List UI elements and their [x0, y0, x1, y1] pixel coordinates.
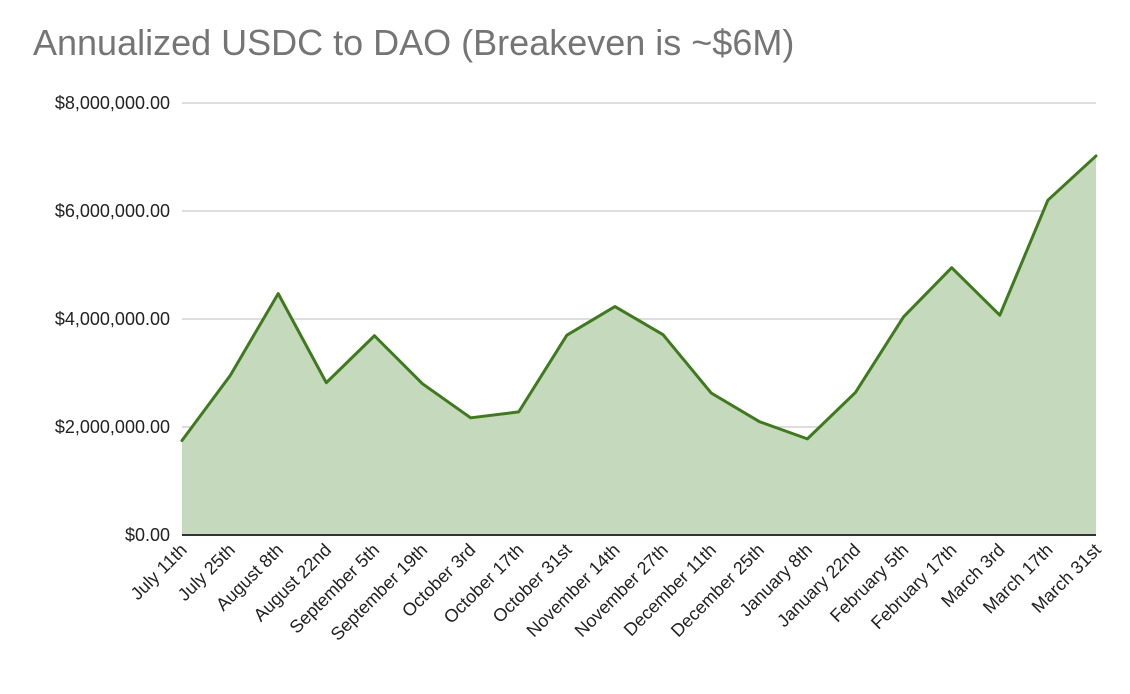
- y-tick-label: $0.00: [125, 525, 170, 545]
- y-tick-label: $6,000,000.00: [55, 201, 170, 221]
- y-tick-label: $4,000,000.00: [55, 309, 170, 329]
- series-area-layer: [180, 154, 1098, 536]
- y-tick-label: $2,000,000.00: [55, 417, 170, 437]
- x-tick-label: January 22nd: [773, 540, 864, 631]
- y-tick-labels: $0.00 $2,000,000.00 $4,000,000.00 $6,000,00…: [55, 93, 170, 545]
- series-line: [180, 154, 1098, 442]
- series-area: [182, 155, 1096, 536]
- y-tick-label: $8,000,000.00: [55, 93, 170, 113]
- chart-title: Annualized USDC to DAO (Breakeven is ~$6…: [33, 22, 795, 63]
